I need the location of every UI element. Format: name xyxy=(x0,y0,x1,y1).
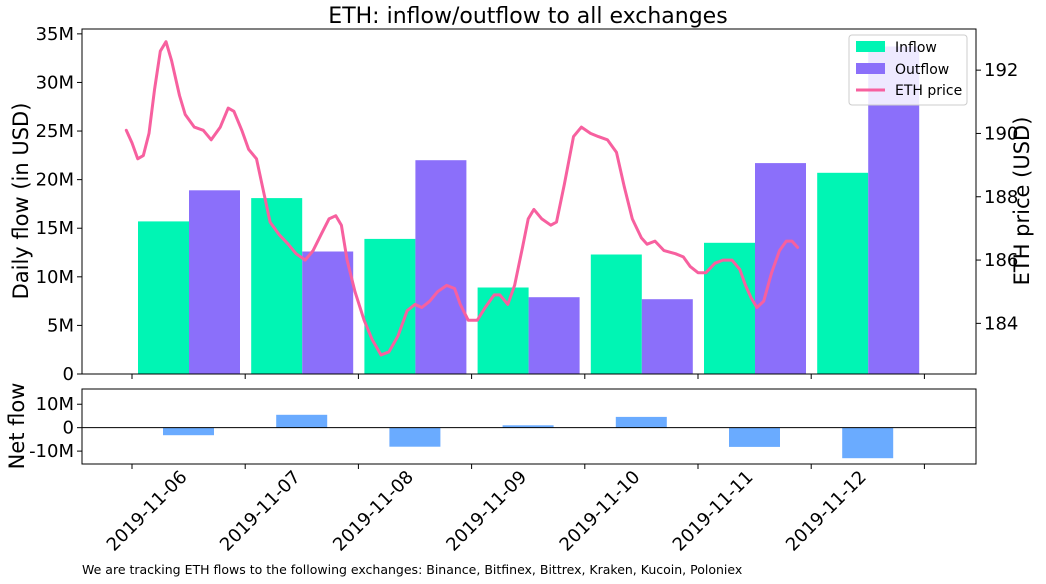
bar-inflow-2019-11-11 xyxy=(704,242,755,374)
main-y-tick-label: 25M xyxy=(36,121,74,142)
net-bar-2019-11-11 xyxy=(729,427,780,447)
bar-inflow-2019-11-09 xyxy=(477,287,529,374)
price-y-axis-label: ETH price (USD) xyxy=(1010,117,1034,286)
main-y-tick-label: 5M xyxy=(47,315,74,336)
footnote: We are tracking ETH flows to the followi… xyxy=(82,562,742,577)
eth-price-line xyxy=(124,40,800,357)
net-y-tick-label: 0 xyxy=(63,418,74,439)
bar-outflow-2019-11-11 xyxy=(755,163,806,374)
bar-inflow-2019-11-12 xyxy=(817,172,869,374)
main-y-axis-label: Daily flow (in USD) xyxy=(9,103,33,300)
main-y-tick-label: 35M xyxy=(36,24,74,45)
price-y-ticks: 184 186 188 190 192 xyxy=(976,60,1018,334)
bar-outflow-2019-11-08 xyxy=(415,160,467,374)
bar-inflow-2019-11-08 xyxy=(364,238,416,374)
legend-label-outflow: Outflow xyxy=(895,62,949,78)
bar-outflow-2019-11-10 xyxy=(641,299,693,374)
net-plot-border xyxy=(81,388,977,465)
price-y-tick-label: 184 xyxy=(984,313,1018,334)
net-y-tick-label: 10M xyxy=(36,394,74,415)
net-bar-2019-11-10 xyxy=(615,416,667,428)
price-y-tick-label: 192 xyxy=(984,60,1018,81)
bar-inflow-2019-11-10 xyxy=(590,254,642,374)
net-y-tick-label: -10M xyxy=(29,441,74,462)
main-y-tick-label: 0 xyxy=(63,364,74,385)
main-y-ticks: 0 5M 10M 15M 20M 25M 30M 35M xyxy=(36,24,82,385)
main-panel: 0 5M 10M 15M 20M 25M 30M 35M 184 186 188 190 192 Da… xyxy=(9,24,1034,385)
main-y-tick-label: 15M xyxy=(36,218,74,239)
price-y-tick-label: 186 xyxy=(984,250,1018,271)
net-bar-2019-11-06 xyxy=(163,427,214,436)
x-tick-label-2019-11-10: 2019-11-10 xyxy=(556,467,645,556)
x-tick-label-2019-11-07: 2019-11-07 xyxy=(216,467,305,556)
net-bar-2019-11-09 xyxy=(502,425,554,428)
bar-outflow-2019-11-07 xyxy=(302,251,354,374)
bar-outflow-2019-11-06 xyxy=(189,190,240,374)
legend-label-eth-price: ETH price xyxy=(895,83,962,99)
price-line-group xyxy=(124,40,800,357)
x-tick-label-2019-11-08: 2019-11-08 xyxy=(329,467,418,556)
main-x-ticks xyxy=(131,374,925,379)
legend-swatch-inflow xyxy=(856,41,885,52)
legend-box xyxy=(848,34,968,106)
main-y-tick-label: 20M xyxy=(36,170,74,191)
bar-outflow-2019-11-09 xyxy=(528,297,580,374)
legend: Inflow Outflow ETH price xyxy=(848,34,968,106)
price-y-tick-label: 188 xyxy=(984,187,1018,208)
legend-swatch-outflow xyxy=(856,63,885,74)
main-y-tick-label: 30M xyxy=(36,72,74,93)
x-tick-label-2019-11-12: 2019-11-12 xyxy=(782,467,871,556)
x-tick-label-2019-11-06: 2019-11-06 xyxy=(103,467,192,556)
net-y-axis-label: Net flow xyxy=(5,383,29,470)
bar-inflow-2019-11-07 xyxy=(251,198,303,374)
x-tick-label-2019-11-11: 2019-11-11 xyxy=(669,467,758,556)
net-bar-2019-11-08 xyxy=(389,427,441,447)
legend-label-inflow: Inflow xyxy=(895,40,937,56)
net-bar-2019-11-07 xyxy=(276,414,328,428)
main-y-tick-label: 10M xyxy=(36,267,74,288)
main-plot-border xyxy=(81,28,977,375)
net-bar-2019-11-12 xyxy=(842,427,894,459)
chart-title: ETH: inflow/outflow to all exchanges xyxy=(328,4,727,29)
price-y-tick-label: 190 xyxy=(984,123,1018,144)
x-tick-label-2019-11-09: 2019-11-09 xyxy=(442,467,531,556)
net-bars xyxy=(163,414,894,459)
main-bars xyxy=(138,46,920,374)
net-x-ticks: 2019-11-06 2019-11-07 2019-11-08 2019-11-09… xyxy=(103,464,925,556)
bar-inflow-2019-11-06 xyxy=(138,221,189,374)
